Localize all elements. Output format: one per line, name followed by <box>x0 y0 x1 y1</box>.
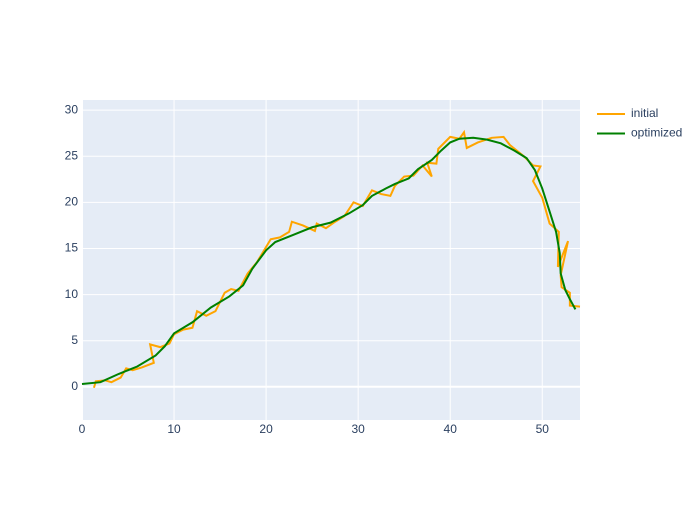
y-tick-label: 10 <box>65 287 79 301</box>
x-tick-label: 20 <box>259 422 273 436</box>
legend-label[interactable]: optimized <box>631 126 682 140</box>
y-tick-label: 0 <box>71 379 78 393</box>
y-tick-label: 20 <box>65 195 79 209</box>
x-tick-label: 40 <box>444 422 458 436</box>
series-line <box>93 129 581 388</box>
x-tick-label: 0 <box>79 422 86 436</box>
plot-area <box>82 100 580 420</box>
y-tick-label: 15 <box>65 241 79 255</box>
y-tick-label: 30 <box>65 102 79 116</box>
y-tick-label: 25 <box>65 148 79 162</box>
x-tick-label: 30 <box>351 422 365 436</box>
x-tick-label: 50 <box>536 422 550 436</box>
legend-label[interactable]: initial <box>631 106 658 120</box>
series-line <box>81 136 577 386</box>
y-tick-label: 5 <box>71 333 78 347</box>
x-tick-label: 10 <box>167 422 181 436</box>
